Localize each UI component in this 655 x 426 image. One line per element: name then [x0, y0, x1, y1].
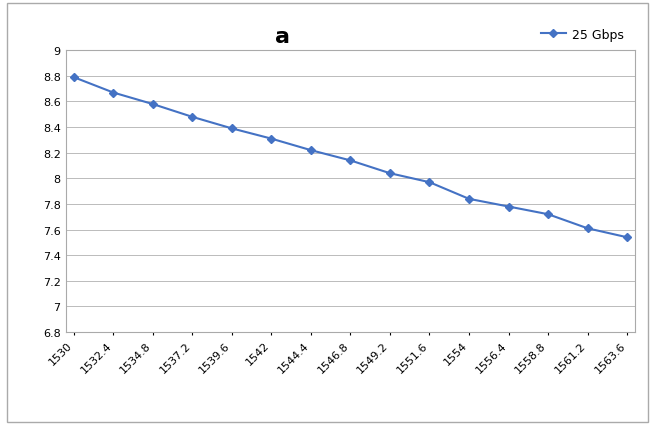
25 Gbps: [386, 171, 394, 176]
25 Gbps: [623, 235, 631, 240]
25 Gbps: [544, 212, 552, 217]
25 Gbps: [584, 226, 591, 231]
Line: 25 Gbps: 25 Gbps: [71, 75, 630, 241]
25 Gbps: [267, 137, 275, 142]
25 Gbps: [149, 102, 157, 107]
25 Gbps: [109, 91, 117, 96]
Legend: 25 Gbps: 25 Gbps: [536, 23, 629, 46]
25 Gbps: [307, 148, 315, 153]
25 Gbps: [70, 75, 78, 81]
Title: a: a: [274, 27, 290, 47]
25 Gbps: [228, 127, 236, 132]
25 Gbps: [346, 158, 354, 164]
25 Gbps: [504, 204, 512, 210]
25 Gbps: [189, 115, 196, 120]
25 Gbps: [465, 197, 473, 202]
25 Gbps: [426, 180, 434, 185]
